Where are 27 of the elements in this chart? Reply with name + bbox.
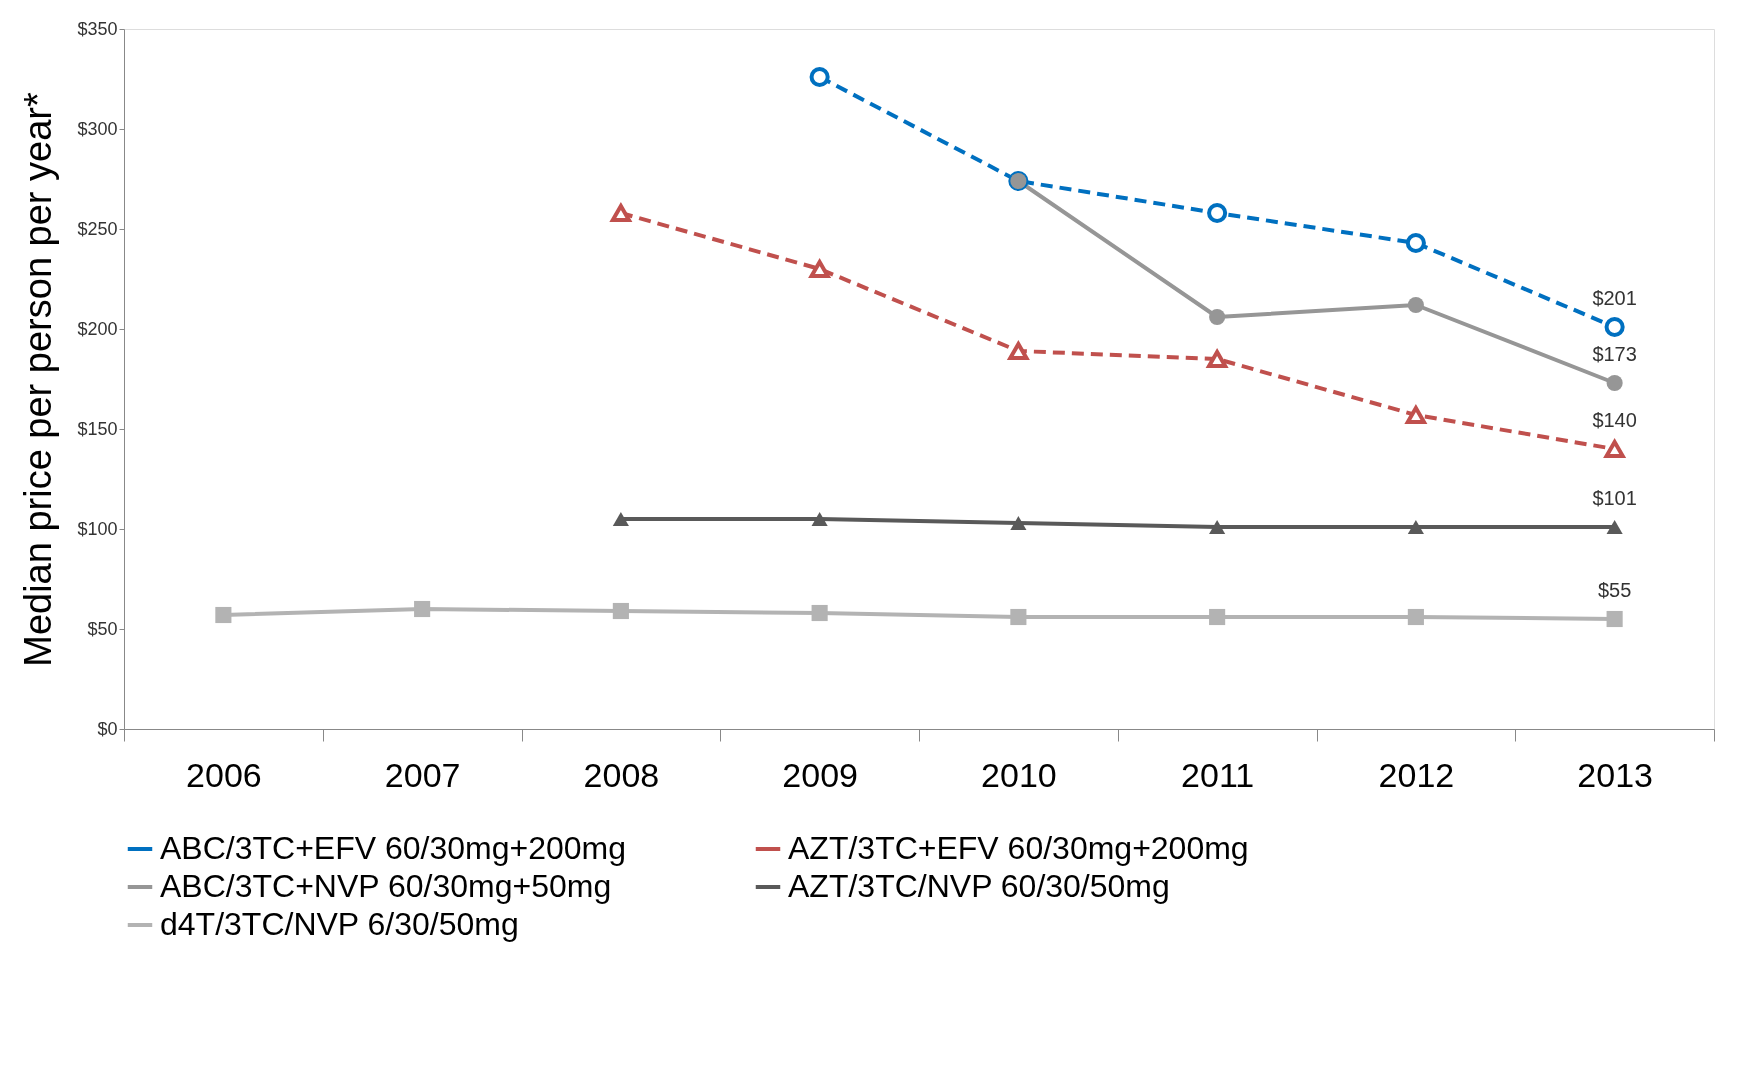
data-label: $55 bbox=[1597, 579, 1632, 601]
y-tick-label: $0 bbox=[97, 718, 118, 739]
data-label: $173 bbox=[1592, 343, 1637, 365]
y-tick-label: $150 bbox=[77, 418, 118, 439]
x-tick-label: 2012 bbox=[1378, 755, 1455, 794]
data-label: $201 bbox=[1592, 287, 1637, 309]
x-tick-label: 2010 bbox=[981, 755, 1057, 794]
y-axis-title: Median price per person per year* bbox=[17, 92, 60, 667]
x-tick-label: 2007 bbox=[384, 755, 461, 794]
x-tick-label: 2008 bbox=[583, 755, 660, 794]
legend-label: ABC/3TC+EFV 60/30mg+200mg bbox=[160, 830, 627, 866]
x-tick-label: 2011 bbox=[1181, 755, 1255, 794]
legend-label: AZT/3TC+EFV 60/30mg+200mg bbox=[788, 830, 1249, 866]
data-label: $101 bbox=[1592, 487, 1637, 509]
legend-label: ABC/3TC+NVP 60/30mg+50mg bbox=[160, 868, 612, 904]
y-tick-label: $300 bbox=[77, 118, 118, 139]
y-tick-label: $350 bbox=[77, 18, 118, 39]
data-label: $140 bbox=[1592, 409, 1637, 431]
legend-label: AZT/3TC/NVP 60/30/50mg bbox=[788, 868, 1170, 904]
x-tick-label: 2013 bbox=[1577, 755, 1653, 794]
y-tick-label: $50 bbox=[87, 618, 118, 639]
y-tick-label: $250 bbox=[77, 218, 118, 239]
x-tick-label: 2009 bbox=[782, 755, 858, 794]
y-tick-label: $200 bbox=[77, 318, 118, 339]
legend-label: d4T/3TC/NVP 6/30/50mg bbox=[160, 906, 519, 942]
y-tick-label: $100 bbox=[77, 518, 118, 539]
x-tick-label: 2006 bbox=[186, 755, 262, 794]
